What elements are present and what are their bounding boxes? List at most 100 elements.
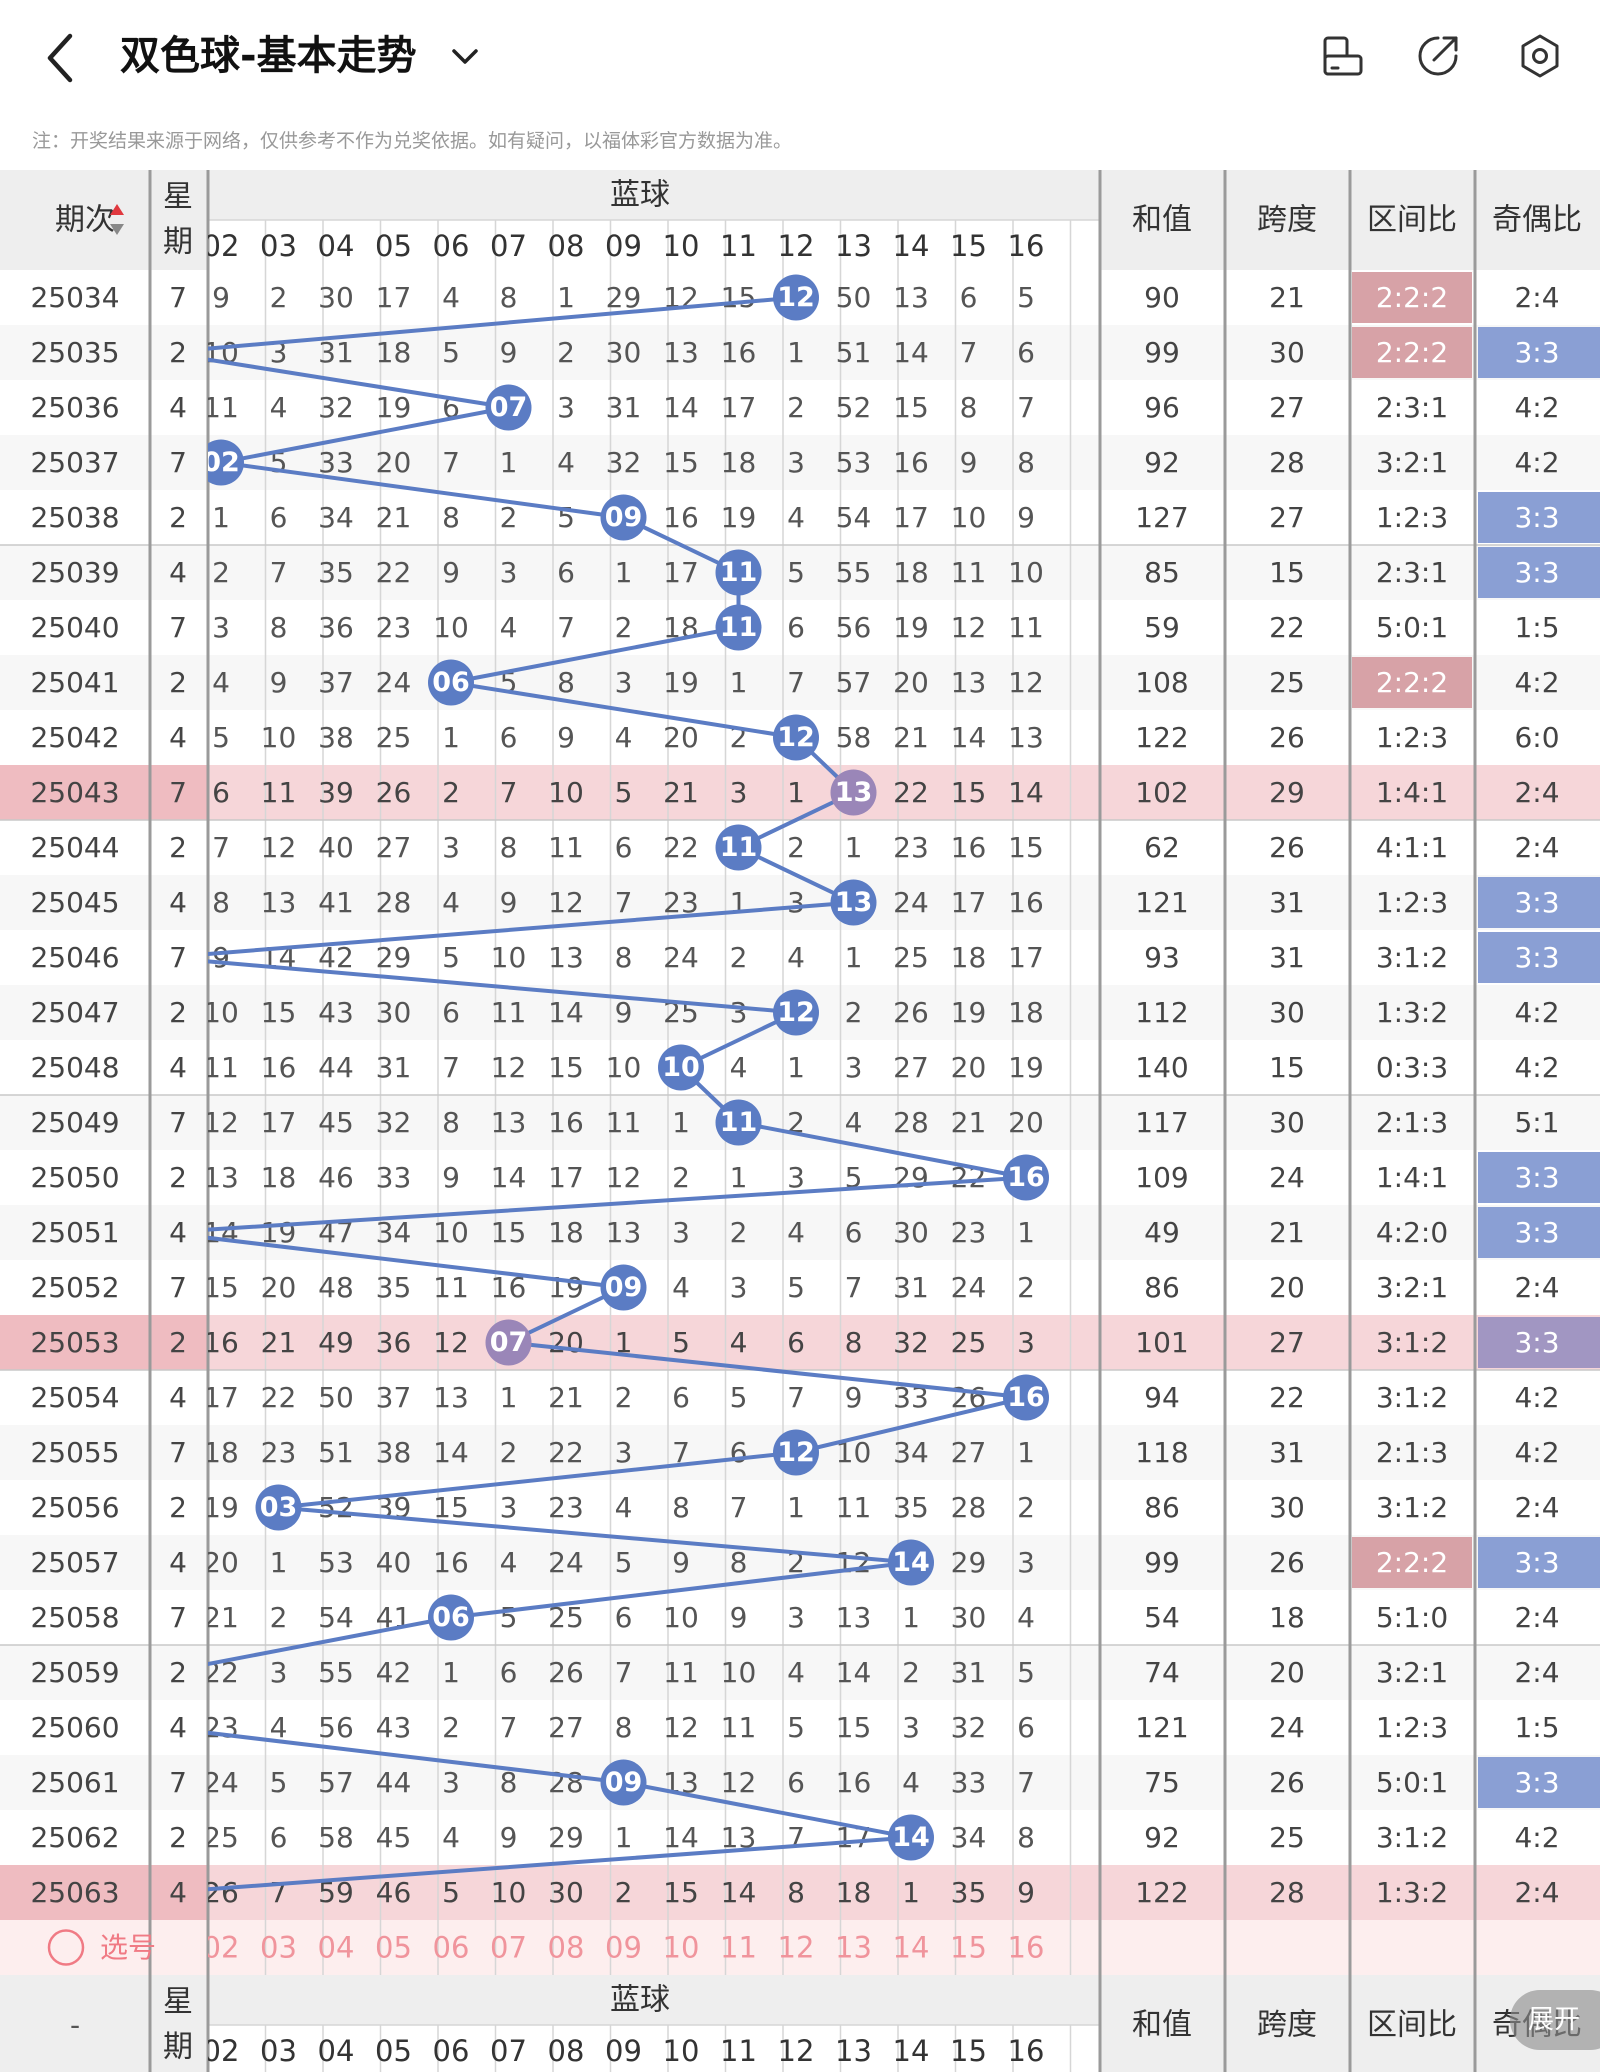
- settings-icon[interactable]: [1516, 32, 1564, 80]
- cell-sum: 94: [1144, 1381, 1180, 1414]
- select-number[interactable]: 06: [433, 1931, 470, 1965]
- cell-miss: 44: [376, 1766, 412, 1799]
- footer-blue-number: 12: [778, 2034, 815, 2068]
- cell-miss: 4: [500, 611, 518, 644]
- select-number[interactable]: 13: [835, 1931, 872, 1965]
- cell-miss: 14: [433, 1436, 469, 1469]
- cell-miss: 3: [902, 1711, 920, 1744]
- oddeven-ratio-highlight: [1478, 1317, 1600, 1368]
- blue-ball: 09: [600, 1759, 647, 1806]
- select-number[interactable]: 02: [203, 1931, 240, 1965]
- table-row: [0, 600, 1600, 655]
- table-row: [0, 1315, 1600, 1370]
- header-period[interactable]: 期次: [55, 203, 115, 238]
- cell-miss: 32: [376, 1106, 412, 1139]
- blue-ball: 10: [658, 1044, 704, 1091]
- cell-miss: 2: [615, 1876, 633, 1909]
- cell-week: 2: [169, 1326, 187, 1359]
- cell-miss: 34: [376, 1216, 412, 1249]
- cell-miss: 13: [491, 1106, 527, 1139]
- select-number[interactable]: 08: [548, 1931, 585, 1965]
- cell-miss: 5: [270, 1766, 288, 1799]
- select-number[interactable]: 12: [778, 1931, 815, 1965]
- cell-miss: 11: [203, 1051, 239, 1084]
- cell-miss: 11: [203, 391, 239, 424]
- cell-miss: 13: [203, 1161, 239, 1194]
- cell-miss: 40: [318, 831, 354, 864]
- cell-miss: 31: [606, 391, 642, 424]
- table-row: [0, 1535, 1600, 1590]
- cell-miss: 6: [1017, 1711, 1035, 1744]
- cell-oddeven-ratio: 1:5: [1514, 611, 1559, 644]
- cell-sum: 49: [1144, 1216, 1180, 1249]
- cell-span: 22: [1269, 611, 1305, 644]
- table-row: [0, 1755, 1600, 1810]
- cell-miss: 5: [730, 1381, 748, 1414]
- cell-miss: 24: [548, 1546, 584, 1579]
- cell-sum: 90: [1144, 281, 1180, 314]
- footer-blue-number: 10: [663, 2034, 700, 2068]
- svg-text:13: 13: [835, 887, 873, 918]
- select-number[interactable]: 05: [375, 1931, 412, 1965]
- header-blue-number: 12: [778, 229, 815, 263]
- select-number[interactable]: 15: [950, 1931, 987, 1965]
- cell-miss: 4: [672, 1271, 690, 1304]
- svg-text:06: 06: [432, 667, 470, 698]
- screen-rotate-icon[interactable]: [1320, 32, 1368, 80]
- radio-circle-icon[interactable]: [47, 1929, 85, 1966]
- select-number[interactable]: 07: [490, 1931, 527, 1965]
- cell-miss: 19: [951, 996, 987, 1029]
- cell-miss: 48: [318, 1271, 354, 1304]
- cell-miss: 20: [203, 1546, 239, 1579]
- cell-miss: 10: [491, 941, 527, 974]
- cell-miss: 30: [606, 336, 642, 369]
- select-number[interactable]: 10: [663, 1931, 700, 1965]
- cell-oddeven-ratio: 3:3: [1514, 1326, 1559, 1359]
- chevron-down-icon[interactable]: [448, 40, 482, 74]
- cell-miss: 6: [270, 501, 288, 534]
- cell-miss: 6: [672, 1381, 690, 1414]
- cell-oddeven-ratio: 3:3: [1514, 336, 1559, 369]
- cell-miss: 7: [270, 556, 288, 589]
- cell-miss: 10: [491, 1876, 527, 1909]
- select-number[interactable]: 03: [260, 1931, 297, 1965]
- cell-period: 25059: [30, 1656, 119, 1689]
- cell-miss: 2: [902, 1656, 920, 1689]
- cell-week: 4: [169, 721, 187, 754]
- cell-week: 2: [169, 996, 187, 1029]
- back-arrow-icon[interactable]: [38, 28, 86, 88]
- select-number[interactable]: 16: [1008, 1931, 1045, 1965]
- select-number[interactable]: 09: [605, 1931, 642, 1965]
- cell-miss: 27: [376, 831, 412, 864]
- cell-miss: 29: [606, 281, 642, 314]
- sort-icon[interactable]: [110, 204, 124, 235]
- cell-zone-ratio: 2:2:2: [1376, 281, 1448, 314]
- select-label[interactable]: 选号: [100, 1931, 156, 1964]
- cell-oddeven-ratio: 4:2: [1514, 1381, 1559, 1414]
- cell-zone-ratio: 1:4:1: [1376, 1161, 1448, 1194]
- cell-miss: 10: [606, 1051, 642, 1084]
- cell-span: 18: [1269, 1601, 1305, 1634]
- select-number[interactable]: 11: [720, 1931, 757, 1965]
- cell-miss: 17: [893, 501, 929, 534]
- cell-oddeven-ratio: 5:1: [1514, 1106, 1559, 1139]
- share-icon[interactable]: [1414, 32, 1462, 80]
- cell-week: 4: [169, 1216, 187, 1249]
- table-row: [0, 1095, 1600, 1150]
- cell-miss: 3: [730, 1271, 748, 1304]
- cell-miss: 3: [787, 1161, 805, 1194]
- cell-zone-ratio: 2:3:1: [1376, 391, 1448, 424]
- page-title[interactable]: 双色球-基本走势: [120, 33, 417, 79]
- footer-blue-number: 04: [318, 2034, 355, 2068]
- table-row: [0, 765, 1600, 820]
- cell-miss: 1: [730, 1161, 748, 1194]
- cell-miss: 1: [270, 1546, 288, 1579]
- cell-miss: 1: [902, 1876, 920, 1909]
- select-number[interactable]: 14: [893, 1931, 930, 1965]
- cell-period: 25039: [30, 556, 119, 589]
- svg-text:11: 11: [720, 612, 758, 643]
- cell-oddeven-ratio: 2:4: [1514, 1876, 1559, 1909]
- cell-week: 7: [169, 1436, 187, 1469]
- select-number[interactable]: 04: [318, 1931, 355, 1965]
- expand-button[interactable]: 展开: [1510, 1990, 1600, 2050]
